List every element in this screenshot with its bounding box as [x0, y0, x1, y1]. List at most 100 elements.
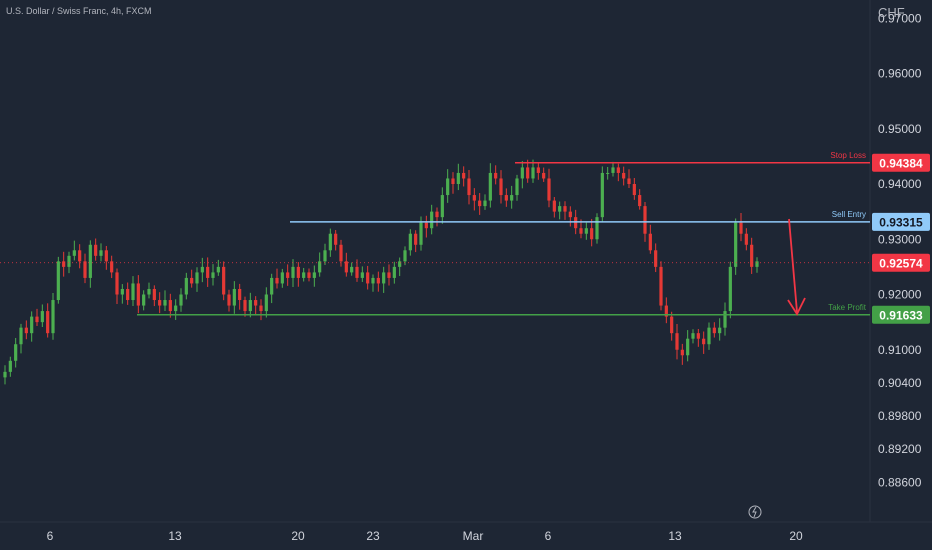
- candle-body: [360, 272, 364, 278]
- candle-body: [142, 294, 146, 306]
- candle-body: [8, 360, 12, 372]
- candle-body: [238, 288, 242, 301]
- candle-body: [382, 272, 386, 284]
- candle-body: [328, 233, 332, 251]
- candle-body: [323, 250, 327, 262]
- current-price-text: 0.92574: [879, 256, 923, 270]
- candle-body: [14, 344, 18, 361]
- candle-body: [227, 294, 231, 306]
- candle-body: [483, 200, 487, 207]
- candle-body: [307, 272, 311, 278]
- candles-layer: [3, 159, 759, 385]
- candle-body: [504, 195, 508, 201]
- candle-body: [334, 233, 338, 245]
- take-profit-price-text: 0.91633: [879, 308, 923, 322]
- candle-body: [723, 311, 727, 328]
- candle-body: [56, 261, 60, 301]
- candle-body: [734, 222, 738, 267]
- candle-body: [686, 338, 690, 356]
- candle-body: [179, 294, 183, 306]
- candle-body: [392, 266, 396, 278]
- stop-loss-label: Stop Loss: [830, 151, 866, 160]
- candle-body: [94, 244, 98, 256]
- y-tick-label: 0.93000: [878, 232, 922, 246]
- y-tick-label: 0.96000: [878, 67, 922, 81]
- lightning-icon[interactable]: [748, 505, 762, 519]
- candle-body: [494, 172, 498, 179]
- candle-body: [35, 316, 39, 323]
- sell-entry-price-tag: [872, 212, 930, 231]
- candle-body: [622, 172, 626, 179]
- candle-body: [456, 172, 460, 184]
- price-axis-ticks: 0.97000 0.96000 0.95000 0.94000 0.93000 0.920…: [878, 11, 922, 489]
- candle-body: [243, 300, 247, 312]
- x-tick-label: 13: [168, 529, 182, 543]
- x-tick-label: Mar: [463, 529, 484, 543]
- candle-body: [435, 211, 439, 218]
- candle-body: [499, 178, 503, 196]
- candle-body: [62, 261, 66, 267]
- candle-body: [744, 233, 748, 245]
- candle-body: [120, 288, 124, 295]
- candle-body: [387, 272, 391, 278]
- y-tick-label: 0.95000: [878, 122, 922, 136]
- candle-body: [254, 300, 258, 306]
- candle-body: [206, 266, 210, 278]
- candle-body: [339, 244, 343, 262]
- currency-label: CHF: [878, 5, 905, 20]
- candle-body: [110, 261, 114, 273]
- candle-body: [654, 250, 658, 267]
- candle-body: [691, 333, 695, 339]
- candle-body: [222, 266, 226, 295]
- candle-body: [440, 195, 444, 218]
- candle-body: [579, 228, 583, 234]
- candle-body: [232, 288, 236, 306]
- candle-body: [46, 311, 50, 334]
- candle-body: [350, 266, 354, 273]
- x-tick-label: 20: [789, 529, 803, 543]
- x-tick-label: 6: [545, 529, 552, 543]
- candle-body: [718, 327, 722, 334]
- y-tick-label: 0.94000: [878, 177, 922, 191]
- candle-body: [248, 300, 252, 312]
- candle-body: [520, 167, 524, 179]
- y-tick-label: 0.89200: [878, 442, 922, 456]
- x-tick-label: 23: [366, 529, 380, 543]
- candle-body: [126, 288, 130, 301]
- candle-body: [72, 250, 76, 256]
- candle-body: [291, 266, 295, 278]
- candle-body: [398, 261, 402, 267]
- candle-body: [632, 184, 636, 196]
- candle-body: [403, 250, 407, 262]
- candle-body: [30, 316, 34, 334]
- candle-body: [211, 272, 215, 278]
- candle-body: [414, 233, 418, 245]
- candle-body: [739, 222, 743, 234]
- candle-body: [312, 272, 316, 278]
- candle-body: [536, 167, 540, 173]
- candle-body: [728, 266, 732, 312]
- candle-body: [750, 244, 754, 267]
- candle-body: [675, 333, 679, 350]
- candle-body: [430, 211, 434, 229]
- candle-body: [558, 206, 562, 212]
- sell-entry-price-text: 0.93315: [879, 215, 923, 229]
- candle-body: [707, 327, 711, 345]
- candle-body: [712, 327, 716, 334]
- candle-body: [355, 266, 359, 278]
- candle-body: [190, 277, 194, 284]
- candle-body: [3, 371, 7, 378]
- candle-body: [472, 195, 476, 201]
- candle-body: [24, 327, 28, 334]
- candle-body: [574, 217, 578, 229]
- candle-body: [515, 178, 519, 196]
- candle-body: [584, 228, 588, 234]
- candle-body: [595, 217, 599, 240]
- candle-body: [755, 261, 759, 267]
- candle-body: [526, 167, 530, 179]
- candle-body: [600, 172, 604, 218]
- candle-body: [547, 178, 551, 201]
